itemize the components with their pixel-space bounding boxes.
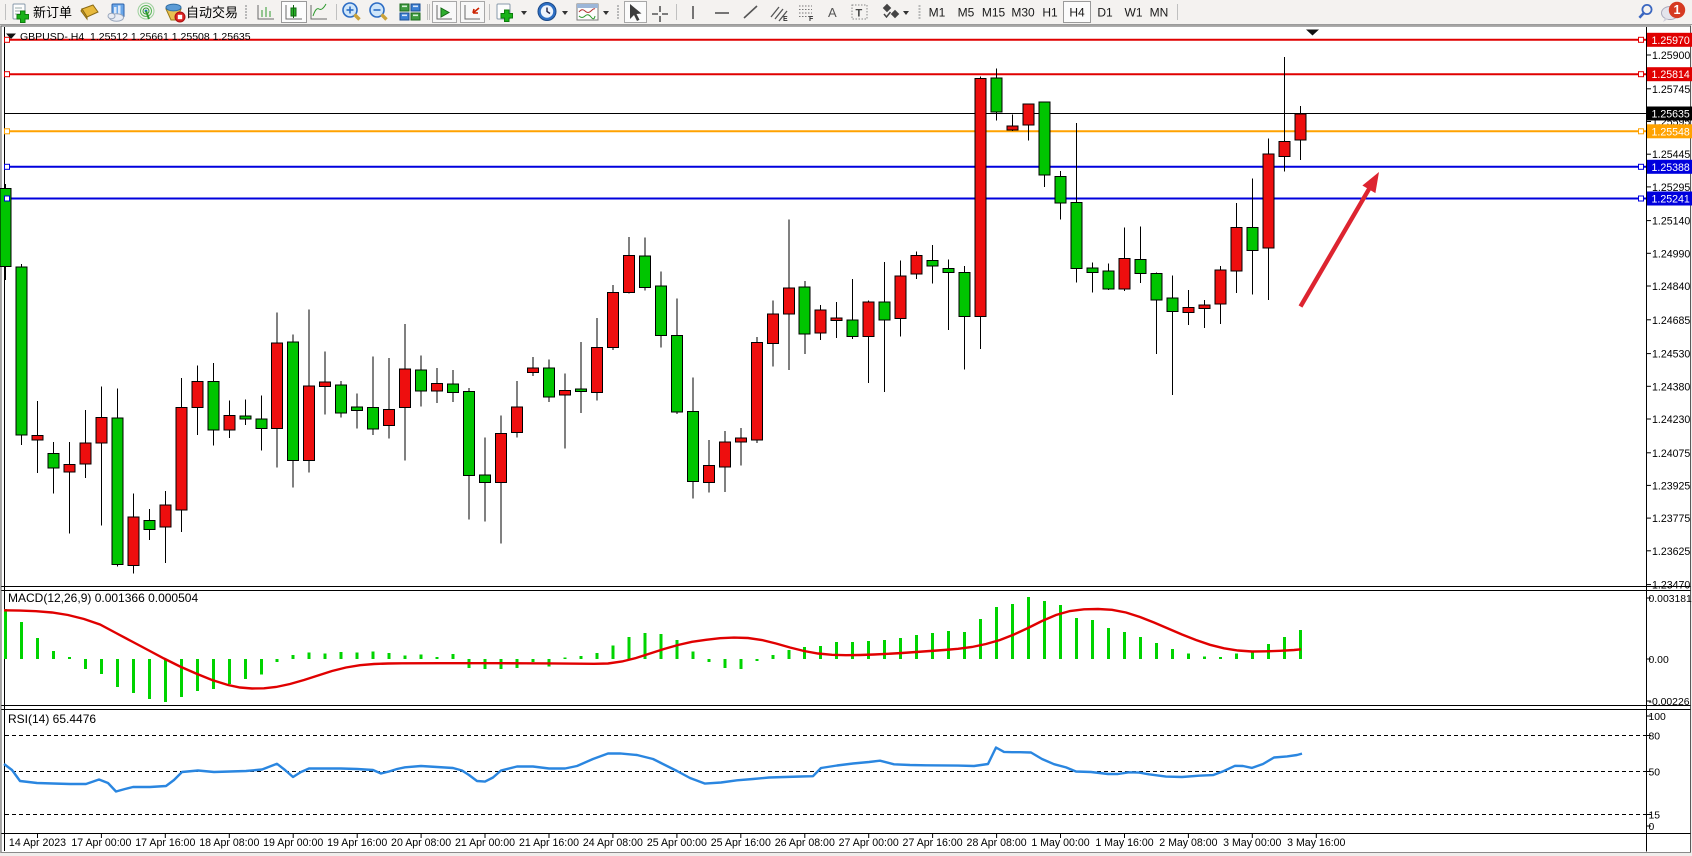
svg-text:20 Apr 08:00: 20 Apr 08:00 xyxy=(391,837,451,849)
svg-text:3 May 16:00: 3 May 16:00 xyxy=(1287,837,1345,849)
svg-text:17 Apr 16:00: 17 Apr 16:00 xyxy=(135,837,195,849)
svg-text:MN: MN xyxy=(1150,6,1169,20)
svg-text:18 Apr 08:00: 18 Apr 08:00 xyxy=(199,837,259,849)
svg-text:3 May 00:00: 3 May 00:00 xyxy=(1223,837,1281,849)
svg-text:24 Apr 08:00: 24 Apr 08:00 xyxy=(583,837,643,849)
svg-text:27 Apr 00:00: 27 Apr 00:00 xyxy=(839,837,899,849)
svg-text:GBPUSD-.H4 1.25512 1.25661 1.: GBPUSD-.H4 1.25512 1.25661 1.25508 1.256… xyxy=(20,31,251,43)
svg-text:1.24990: 1.24990 xyxy=(1652,248,1690,260)
svg-text:25 Apr 00:00: 25 Apr 00:00 xyxy=(647,837,707,849)
svg-text:28 Apr 08:00: 28 Apr 08:00 xyxy=(967,837,1027,849)
svg-text:MACD(12,26,9) 0.001366 0.00050: MACD(12,26,9) 0.001366 0.000504 xyxy=(8,591,198,605)
svg-text:27 Apr 16:00: 27 Apr 16:00 xyxy=(903,837,963,849)
svg-text:1.25970: 1.25970 xyxy=(1652,35,1690,47)
svg-text:17 Apr 00:00: 17 Apr 00:00 xyxy=(71,837,131,849)
svg-text:M30: M30 xyxy=(1011,6,1035,20)
svg-text:1.25295: 1.25295 xyxy=(1652,182,1690,194)
svg-text:H4: H4 xyxy=(1069,6,1085,20)
svg-text:-0.00226: -0.00226 xyxy=(1649,697,1690,708)
svg-text:1.25814: 1.25814 xyxy=(1652,69,1690,81)
svg-text:1.24230: 1.24230 xyxy=(1652,414,1690,426)
svg-text:1.23925: 1.23925 xyxy=(1652,480,1690,492)
svg-text:21 Apr 16:00: 21 Apr 16:00 xyxy=(519,837,579,849)
svg-text:M5: M5 xyxy=(958,6,975,20)
svg-text:0: 0 xyxy=(1649,822,1655,833)
svg-text:1 May 00:00: 1 May 00:00 xyxy=(1031,837,1089,849)
svg-text:1.24380: 1.24380 xyxy=(1652,381,1690,393)
svg-text:0.00: 0.00 xyxy=(1649,655,1669,666)
svg-text:新订单: 新订单 xyxy=(33,5,72,20)
svg-text:1.25548: 1.25548 xyxy=(1652,126,1690,138)
svg-text:M15: M15 xyxy=(982,6,1006,20)
svg-text:E: E xyxy=(783,16,788,23)
svg-text:1.25900: 1.25900 xyxy=(1652,50,1690,62)
svg-text:1.24685: 1.24685 xyxy=(1652,315,1690,327)
svg-text:D1: D1 xyxy=(1097,6,1113,20)
svg-text:1.25445: 1.25445 xyxy=(1652,149,1690,161)
svg-text:RSI(14) 65.4476: RSI(14) 65.4476 xyxy=(8,712,96,726)
svg-text:1.25635: 1.25635 xyxy=(1652,109,1690,121)
svg-text:H1: H1 xyxy=(1042,6,1058,20)
svg-text:50: 50 xyxy=(1649,768,1661,779)
svg-text:15: 15 xyxy=(1649,811,1661,822)
svg-text:自动交易: 自动交易 xyxy=(186,5,238,20)
svg-text:A: A xyxy=(828,5,837,20)
svg-text:100: 100 xyxy=(1649,712,1667,723)
svg-text:1: 1 xyxy=(1674,3,1681,17)
svg-text:19 Apr 16:00: 19 Apr 16:00 xyxy=(327,837,387,849)
svg-text:1.23625: 1.23625 xyxy=(1652,546,1690,558)
svg-text:1.24530: 1.24530 xyxy=(1652,349,1690,361)
svg-text:1 May 16:00: 1 May 16:00 xyxy=(1095,837,1153,849)
svg-text:1.25241: 1.25241 xyxy=(1652,194,1690,206)
svg-text:14 Apr 2023: 14 Apr 2023 xyxy=(9,837,66,849)
svg-text:21 Apr 00:00: 21 Apr 00:00 xyxy=(455,837,515,849)
svg-text:T: T xyxy=(856,8,863,20)
svg-text:1.23470: 1.23470 xyxy=(1652,580,1690,592)
svg-text:1.23775: 1.23775 xyxy=(1652,513,1690,525)
svg-text:1.25140: 1.25140 xyxy=(1652,216,1690,228)
svg-text:1.24075: 1.24075 xyxy=(1652,448,1690,460)
svg-text:19 Apr 00:00: 19 Apr 00:00 xyxy=(263,837,323,849)
svg-text:1.25388: 1.25388 xyxy=(1652,162,1690,174)
svg-text:80: 80 xyxy=(1649,732,1661,743)
svg-text:26 Apr 08:00: 26 Apr 08:00 xyxy=(775,837,835,849)
svg-text:W1: W1 xyxy=(1125,6,1143,20)
svg-text:M1: M1 xyxy=(929,6,946,20)
svg-text:25 Apr 16:00: 25 Apr 16:00 xyxy=(711,837,771,849)
svg-text:1.25745: 1.25745 xyxy=(1652,84,1690,96)
svg-text:F: F xyxy=(809,16,814,23)
svg-text:0.003181: 0.003181 xyxy=(1649,594,1692,605)
svg-text:2 May 08:00: 2 May 08:00 xyxy=(1159,837,1217,849)
svg-text:1.24840: 1.24840 xyxy=(1652,281,1690,293)
